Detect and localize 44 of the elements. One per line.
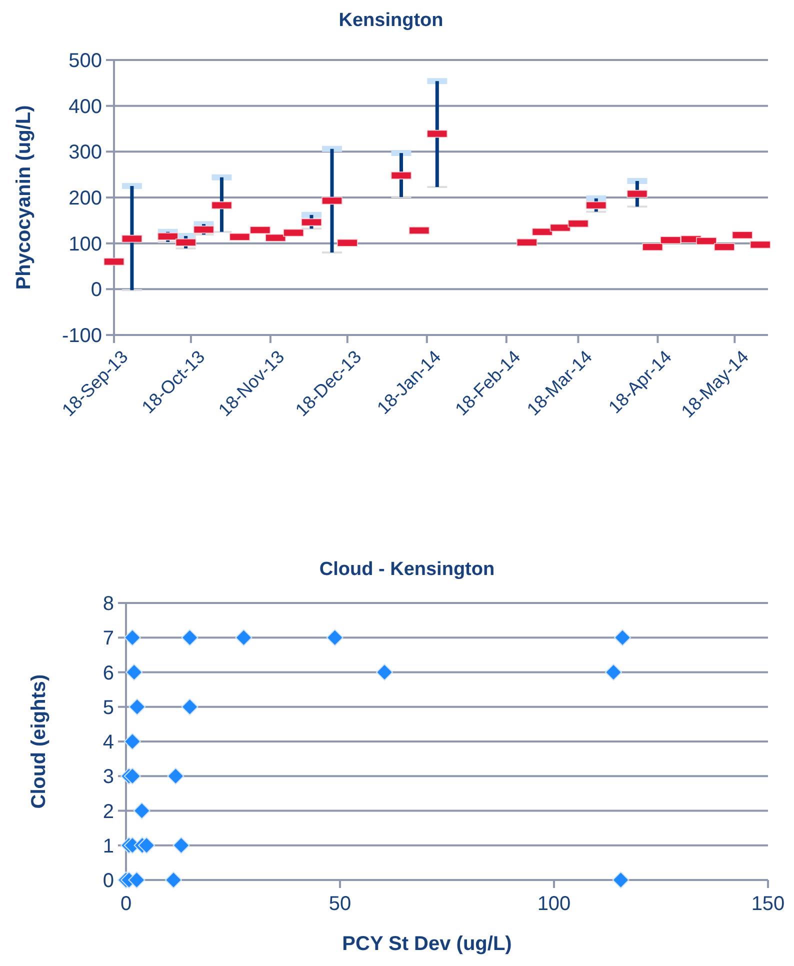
point bbox=[612, 872, 630, 888]
x-axis-title: PCY St Dev (ug/L) bbox=[342, 933, 512, 955]
point bbox=[128, 872, 146, 888]
point bbox=[165, 872, 182, 888]
y-axis-title: Cloud (eights) bbox=[28, 674, 50, 809]
point bbox=[124, 629, 141, 646]
y-tick-label: 300 bbox=[68, 142, 102, 164]
chart-title: Cloud - Kensington bbox=[319, 559, 495, 580]
point bbox=[181, 629, 198, 646]
point bbox=[181, 698, 198, 716]
y-tick-label: 200 bbox=[68, 188, 102, 210]
point bbox=[604, 664, 622, 681]
y-tick-label: 3 bbox=[102, 766, 114, 788]
chart-title: Kensington bbox=[338, 10, 444, 31]
y-tick-label: 5 bbox=[102, 696, 114, 719]
y-tick-label: -100 bbox=[62, 325, 102, 347]
x-tick-label: 0 bbox=[120, 893, 132, 915]
x-tick-label: 150 bbox=[751, 893, 785, 915]
point bbox=[138, 836, 156, 854]
x-tick-label: 50 bbox=[328, 893, 352, 915]
point bbox=[235, 629, 252, 646]
y-tick-label: 1 bbox=[102, 835, 114, 858]
x-tick-label: 100 bbox=[537, 893, 571, 915]
y-tick-label: 2 bbox=[102, 800, 114, 823]
point bbox=[376, 664, 394, 681]
point bbox=[326, 629, 344, 646]
point bbox=[124, 733, 141, 750]
y-tick-label: 7 bbox=[102, 628, 114, 650]
point bbox=[126, 664, 143, 681]
y-tick-label: 400 bbox=[68, 96, 102, 118]
y-tick-label: 0 bbox=[90, 279, 102, 302]
y-tick-label: 8 bbox=[102, 593, 114, 615]
point bbox=[614, 629, 631, 646]
y-tick-label: 0 bbox=[102, 870, 114, 892]
point bbox=[167, 768, 184, 785]
y-tick-label: 100 bbox=[68, 233, 102, 256]
point bbox=[172, 836, 190, 854]
y-tick-label: 500 bbox=[68, 50, 102, 72]
point bbox=[133, 802, 150, 820]
y-tick-label: 6 bbox=[102, 662, 114, 684]
point bbox=[128, 698, 146, 716]
y-axis-title: Phycocyanin (ug/L) bbox=[13, 105, 35, 290]
y-tick-label: 4 bbox=[102, 732, 114, 754]
point bbox=[124, 768, 141, 785]
